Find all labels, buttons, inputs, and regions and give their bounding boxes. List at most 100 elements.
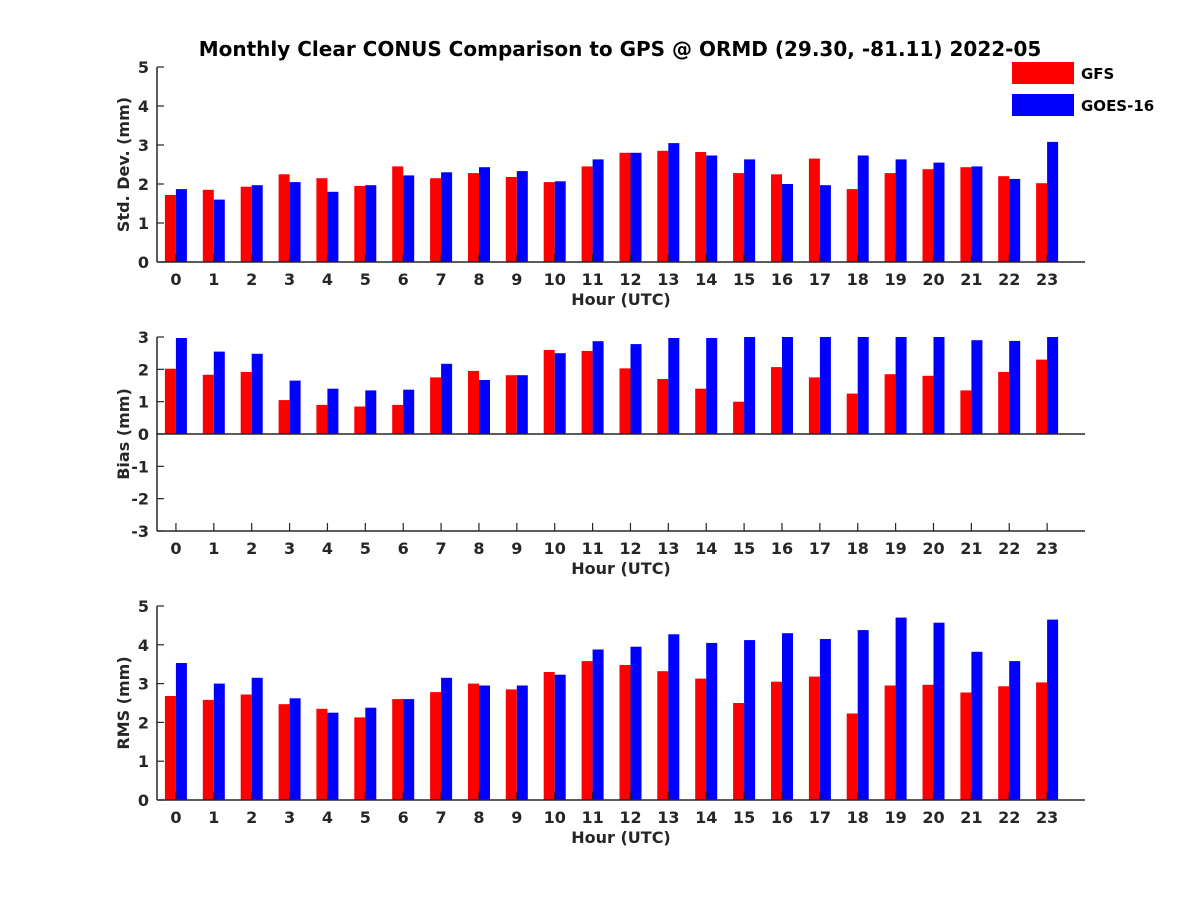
bar <box>164 194 176 262</box>
bar <box>365 707 377 800</box>
x-tick-label: 12 <box>619 539 641 558</box>
x-tick-label: 2 <box>246 808 257 827</box>
bar <box>213 351 225 434</box>
bar <box>213 199 225 262</box>
y-tick-label: 2 <box>138 175 149 194</box>
bar <box>479 380 490 434</box>
bar <box>1036 183 1048 262</box>
bar <box>213 683 225 800</box>
x-tick-label: 23 <box>1036 539 1058 558</box>
legend-swatch <box>1012 94 1074 116</box>
bar <box>251 185 263 262</box>
y-axis-label: RMS (mm) <box>114 656 133 749</box>
bar <box>733 173 745 262</box>
y-tick-label: -2 <box>131 490 149 509</box>
bar <box>819 639 831 800</box>
bar <box>857 630 869 800</box>
bar <box>365 185 377 262</box>
bar <box>933 337 945 434</box>
y-tick-label: 5 <box>138 597 149 616</box>
x-tick-label: 21 <box>960 539 982 558</box>
x-tick-label: 11 <box>581 808 603 827</box>
x-tick-label: 13 <box>657 539 679 558</box>
x-tick-label: 23 <box>1036 808 1058 827</box>
bar <box>884 374 896 434</box>
bar <box>479 685 490 800</box>
bar <box>771 681 782 800</box>
bar <box>744 640 756 800</box>
bar <box>1036 359 1048 434</box>
bar <box>505 375 517 434</box>
x-tick-label: 7 <box>436 808 447 827</box>
bar <box>960 390 972 434</box>
bar <box>998 686 1010 800</box>
bar <box>657 150 669 262</box>
bar <box>782 184 793 262</box>
x-tick-label: 11 <box>581 270 603 289</box>
x-tick-label: 22 <box>998 539 1020 558</box>
chart-title: Monthly Clear CONUS Comparison to GPS @ … <box>199 37 1042 61</box>
x-tick-label: 1 <box>208 808 219 827</box>
x-tick-label: 6 <box>398 539 409 558</box>
bar <box>846 189 858 262</box>
bar <box>354 185 366 262</box>
bar <box>895 159 907 262</box>
bar <box>543 672 555 800</box>
bar <box>668 143 680 262</box>
bar <box>202 374 214 434</box>
y-tick-label: 5 <box>138 58 149 77</box>
bar <box>441 172 453 262</box>
bar <box>505 177 517 262</box>
x-tick-label: 16 <box>771 808 793 827</box>
bar <box>505 689 517 800</box>
x-tick-label: 3 <box>284 539 295 558</box>
bar <box>164 696 176 800</box>
x-tick-label: 23 <box>1036 270 1058 289</box>
bar <box>846 713 858 800</box>
bar <box>251 353 263 434</box>
x-tick-label: 10 <box>544 539 566 558</box>
bar <box>1047 141 1059 262</box>
x-tick-label: 18 <box>847 539 869 558</box>
x-tick-label: 15 <box>733 808 755 827</box>
y-tick-label: 4 <box>138 636 149 655</box>
x-tick-label: 4 <box>322 808 333 827</box>
bar <box>630 344 642 434</box>
bar <box>392 166 404 262</box>
bar <box>706 338 718 434</box>
bar <box>971 340 983 434</box>
bar <box>543 349 555 434</box>
bar <box>327 712 339 800</box>
bar <box>706 155 718 262</box>
x-tick-label: 0 <box>170 808 181 827</box>
bar <box>619 665 631 800</box>
bar <box>403 389 415 434</box>
bar <box>441 677 453 800</box>
bar <box>316 404 328 434</box>
y-axis-label: Bias (mm) <box>114 388 133 480</box>
bar <box>430 692 442 800</box>
bar <box>998 371 1010 434</box>
bar <box>516 375 528 434</box>
bar <box>316 708 328 800</box>
bar <box>430 178 442 262</box>
x-tick-label: 17 <box>809 808 831 827</box>
bar <box>695 388 707 434</box>
x-axis-label: Hour (UTC) <box>571 290 671 309</box>
bar <box>354 717 366 800</box>
x-tick-label: 19 <box>884 808 906 827</box>
bar <box>175 189 187 262</box>
bar <box>1036 682 1048 800</box>
bar <box>479 167 490 262</box>
bar <box>278 704 290 800</box>
bar <box>240 694 252 800</box>
bar <box>619 368 631 434</box>
y-tick-label: -1 <box>131 457 149 476</box>
bar <box>468 683 479 800</box>
bar <box>895 617 907 800</box>
x-tick-label: 3 <box>284 808 295 827</box>
y-tick-label: 3 <box>138 675 149 694</box>
x-tick-label: 13 <box>657 808 679 827</box>
